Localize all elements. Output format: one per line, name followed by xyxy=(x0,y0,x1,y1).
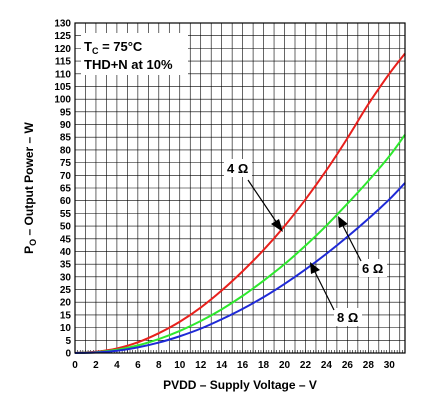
plot-border xyxy=(74,22,406,354)
series-label-6ohm-bg xyxy=(359,259,387,277)
y-tick-label: 20 xyxy=(60,298,72,309)
y-tick-label: 90 xyxy=(60,120,72,131)
x-tick-labels: 0 2 4 6 8 10 12 14 16 18 20 22 24 26 28 30 xyxy=(72,360,395,371)
x-tick-label: 22 xyxy=(300,360,312,371)
y-tick-label: 85 xyxy=(60,133,72,144)
y-tick-label: 5 xyxy=(65,336,71,347)
series-arrowhead-8ohm xyxy=(310,262,320,274)
y-tick-label: 50 xyxy=(60,222,72,233)
x-tick-label: 26 xyxy=(342,360,354,371)
y-tick-label: 30 xyxy=(60,272,72,283)
x-tick-label: 18 xyxy=(258,360,270,371)
x-tick-label: 14 xyxy=(216,360,228,371)
x-tick-label: 8 xyxy=(156,360,162,371)
y-tick-label: 95 xyxy=(60,107,72,118)
y-tick-label: 10 xyxy=(60,323,72,334)
y-tick-label: 35 xyxy=(60,260,72,271)
x-tick-label: 20 xyxy=(279,360,291,371)
y-axis-title-sub: O xyxy=(28,239,38,246)
y-tick-label: 0 xyxy=(65,349,71,360)
y-tick-label: 65 xyxy=(60,184,72,195)
y-tick-labels: 0510152025303540455055606570758085909510… xyxy=(54,19,71,360)
annotation-line-1-sub: C xyxy=(92,46,99,56)
y-tick-label: 15 xyxy=(60,310,72,321)
y-axis-title: PO – Output Power – W xyxy=(22,121,38,253)
y-axis-title-main: P xyxy=(22,246,36,254)
y-tick-label: 25 xyxy=(60,285,72,296)
y-tick-label: 130 xyxy=(54,19,71,30)
series-label-4ohm-bg xyxy=(224,159,252,177)
series-arrowhead-6ohm xyxy=(338,216,348,228)
y-tick-label: 105 xyxy=(54,82,71,93)
annotation-box xyxy=(81,33,188,75)
y-tick-label: 80 xyxy=(60,145,72,156)
y-tick-label: 120 xyxy=(54,44,71,55)
x-axis-title: PVDD – Supply Voltage – V xyxy=(163,378,317,392)
series-label-8ohm-text: 8 Ω xyxy=(337,310,358,325)
x-tick-label: 30 xyxy=(384,360,396,371)
x-tick-label: 6 xyxy=(135,360,141,371)
annotation-line-1-rest: = 75°C xyxy=(98,39,142,54)
x-tick-label: 24 xyxy=(321,360,333,371)
series-label-8ohm: 8 Ω xyxy=(310,262,362,326)
series-label-4ohm: 4 Ω xyxy=(224,159,283,232)
series-line-0 xyxy=(74,52,406,354)
series-line-1 xyxy=(74,134,406,354)
series-label-6ohm-text: 6 Ω xyxy=(362,261,383,276)
y-tick-label: 60 xyxy=(60,196,72,207)
annotation: TC = 75°C THD+N at 10% xyxy=(81,33,188,75)
y-tick-label: 40 xyxy=(60,247,72,258)
y-tick-label: 70 xyxy=(60,171,72,182)
x-tick-label: 28 xyxy=(363,360,375,371)
series-lines xyxy=(74,52,406,354)
annotation-line-1-main: T xyxy=(84,39,92,54)
x-tick-label: 16 xyxy=(237,360,249,371)
y-axis-title-rest: – Output Power – W xyxy=(22,121,36,238)
annotation-line-1: TC = 75°C xyxy=(84,39,143,56)
series-arrow-6ohm xyxy=(341,223,362,262)
y-tick-label: 115 xyxy=(55,57,72,68)
y-tick-label: 75 xyxy=(60,158,72,169)
annotation-line-2: THD+N at 10% xyxy=(84,57,173,72)
y-tick-label: 110 xyxy=(55,69,72,80)
x-tick-label: 12 xyxy=(195,360,207,371)
x-tick-label: 10 xyxy=(174,360,186,371)
x-tick-label: 4 xyxy=(114,360,120,371)
series-label-4ohm-text: 4 Ω xyxy=(227,161,248,176)
y-tick-label: 125 xyxy=(54,31,71,42)
x-tick-label: 2 xyxy=(93,360,99,371)
y-tick-label: 45 xyxy=(60,234,72,245)
x-tick-label: 0 xyxy=(72,360,78,371)
series-label-6ohm: 6 Ω xyxy=(338,216,387,277)
series-arrowhead-4ohm xyxy=(271,219,283,232)
y-tick-label: 100 xyxy=(54,95,71,106)
series-arrow-4ohm xyxy=(247,179,280,227)
series-arrow-8ohm xyxy=(313,269,335,311)
series-line-2 xyxy=(74,182,406,354)
y-tick-label: 55 xyxy=(60,209,72,220)
series-label-8ohm-bg xyxy=(334,308,362,326)
